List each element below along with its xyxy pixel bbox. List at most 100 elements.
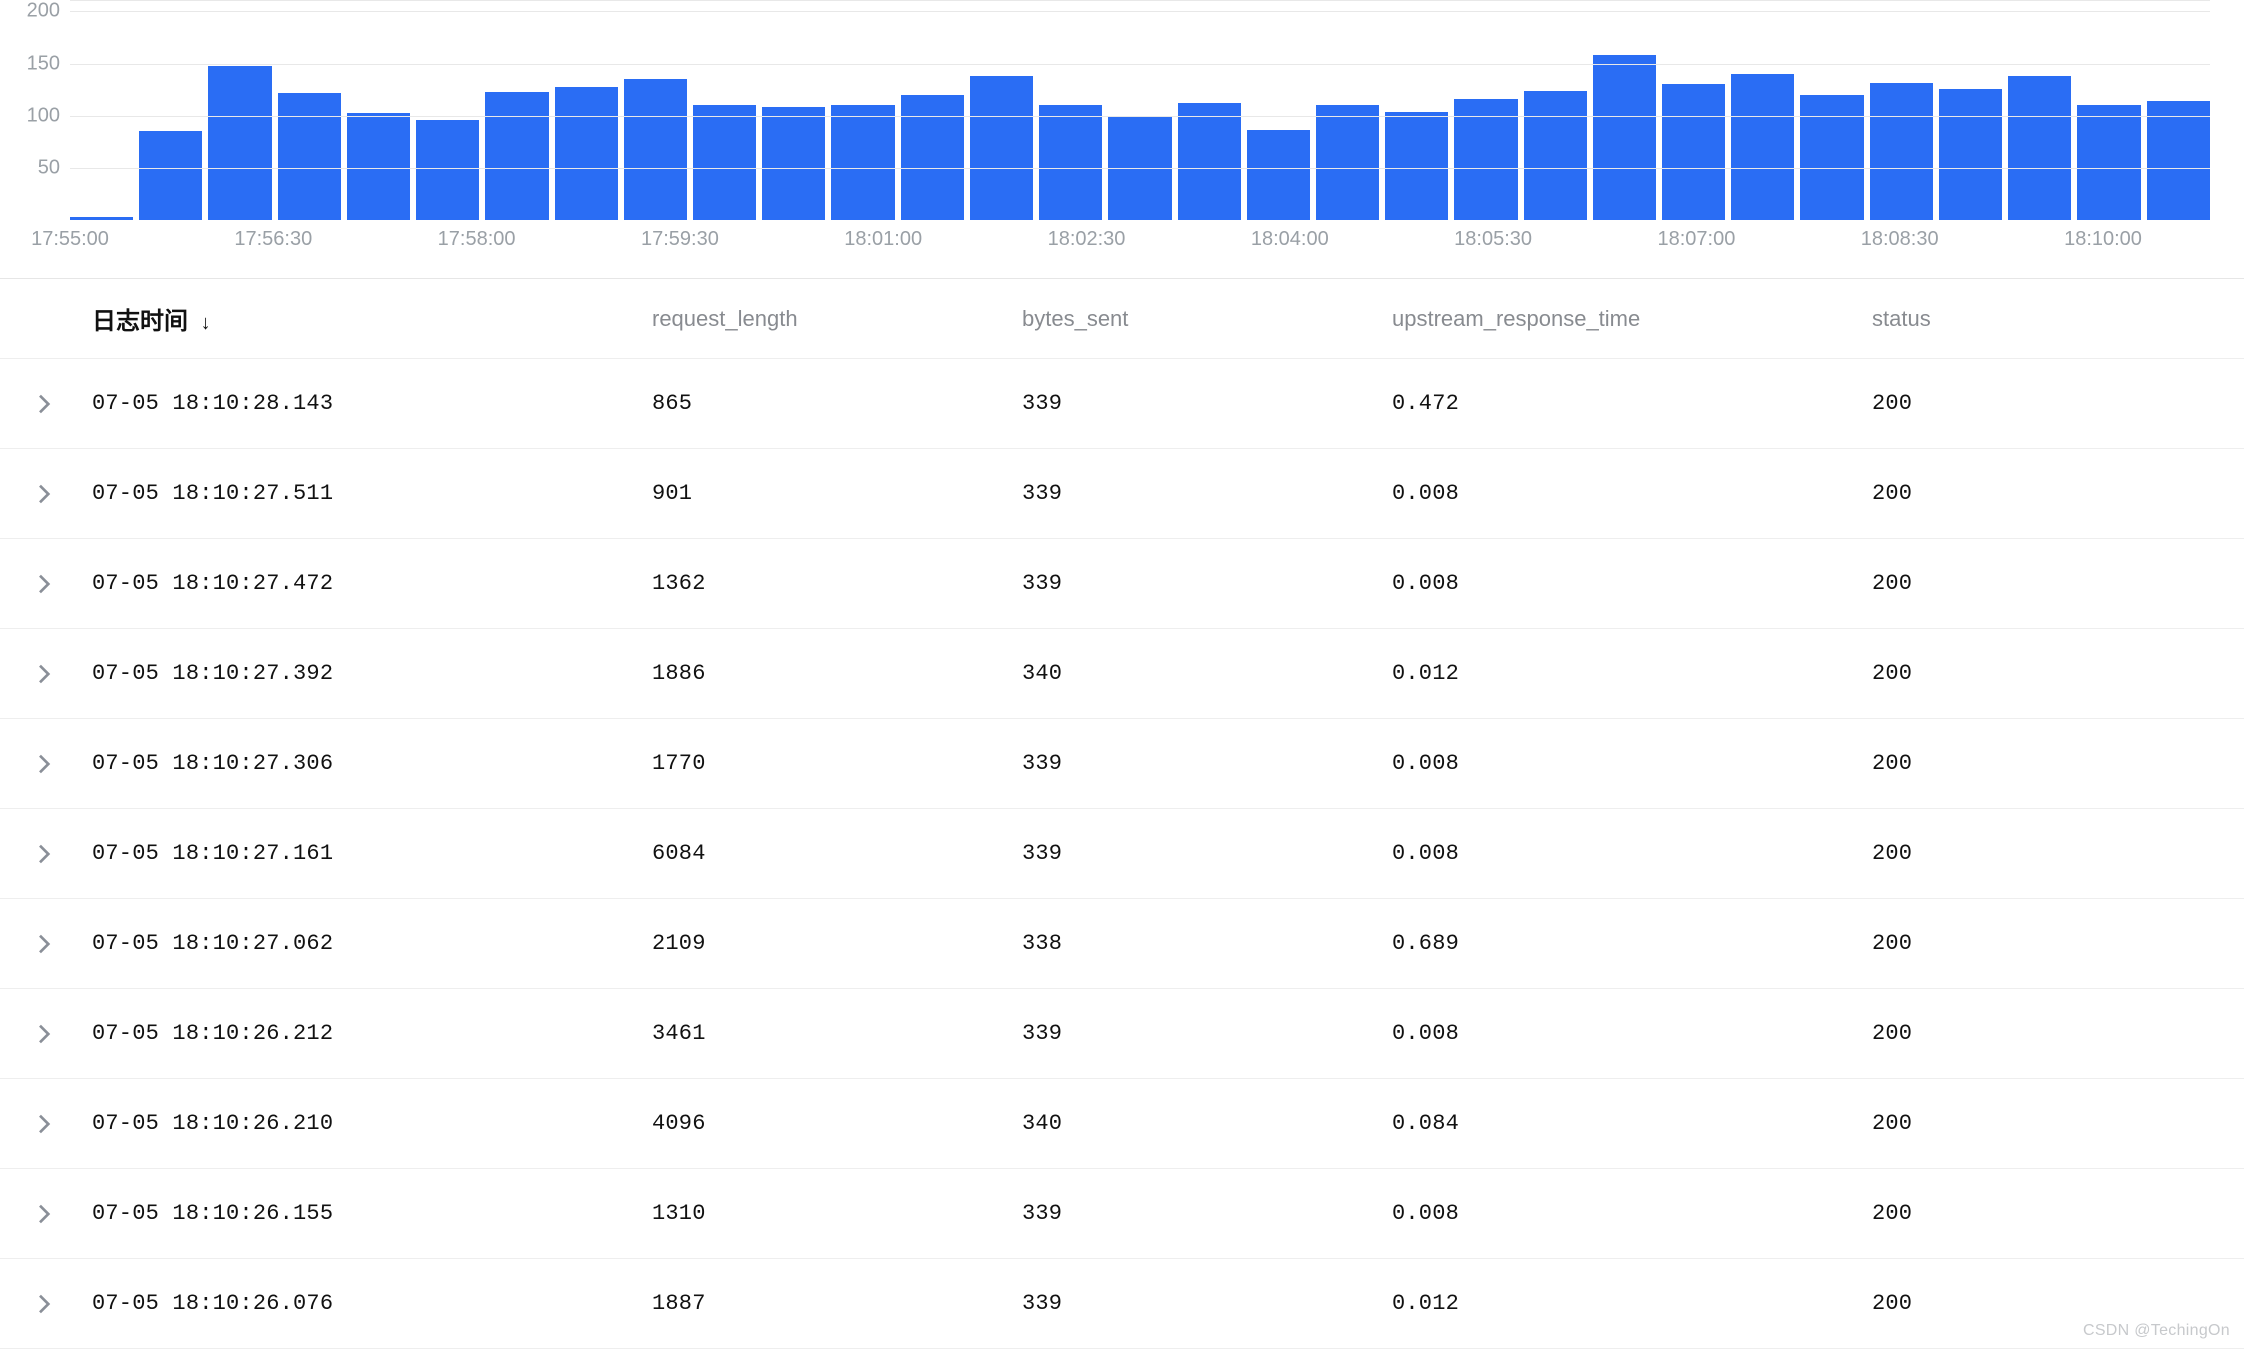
cell-bytes-sent: 339 [1010,391,1380,416]
chart-x-tick-label: 18:04:00 [1251,228,1329,251]
chart-bar[interactable] [1800,95,1863,220]
table-row[interactable]: 07-05 18:10:28.1438653390.472200 [0,359,2244,449]
chart-bars [70,1,2210,220]
chart-bar[interactable] [70,217,133,220]
cell-time: 07-05 18:10:27.306 [80,751,640,776]
chart-gridline [70,64,2210,65]
chart-bar[interactable] [1870,83,1933,220]
chart-gridline [70,116,2210,117]
column-header-time-label: 日志时间 [92,308,188,335]
expand-row-icon[interactable] [10,934,80,954]
table-row[interactable]: 07-05 18:10:27.5119013390.008200 [0,449,2244,539]
chart-bar[interactable] [1178,103,1241,220]
table-row[interactable]: 07-05 18:10:27.39218863400.012200 [0,629,2244,719]
expand-row-icon[interactable] [10,1024,80,1044]
chart-bar[interactable] [139,131,202,220]
chart-bar[interactable] [970,76,1033,220]
expand-row-icon[interactable] [10,1114,80,1134]
cell-upstream-response-time: 0.008 [1380,1021,1860,1046]
chart-gridline [70,11,2210,12]
table-row[interactable]: 07-05 18:10:27.30617703390.008200 [0,719,2244,809]
chart-bar[interactable] [1662,84,1725,220]
chart-bar[interactable] [1524,91,1587,220]
chart-bar[interactable] [901,95,964,220]
chart-bar[interactable] [485,92,548,220]
expand-row-icon[interactable] [10,484,80,504]
cell-bytes-sent: 339 [1010,841,1380,866]
chart-bar[interactable] [347,113,410,220]
column-header-time[interactable]: 日志时间 ↓ [80,301,640,336]
chart-bar[interactable] [555,87,618,220]
chart-bar[interactable] [1247,130,1310,220]
cell-status: 200 [1860,1021,2234,1046]
chart-bar[interactable] [1316,105,1379,220]
cell-upstream-response-time: 0.012 [1380,661,1860,686]
chart-bar[interactable] [1039,105,1102,220]
chart-bar[interactable] [1593,55,1656,220]
chart-bar[interactable] [208,66,271,220]
expand-row-icon[interactable] [10,1294,80,1314]
expand-row-icon[interactable] [10,574,80,594]
cell-upstream-response-time: 0.008 [1380,1201,1860,1226]
chart-y-tick-label: 50 [12,156,60,179]
column-header-bytes-sent[interactable]: bytes_sent [1010,306,1380,332]
table-row[interactable]: 07-05 18:10:27.47213623390.008200 [0,539,2244,629]
cell-status: 200 [1860,481,2234,506]
cell-time: 07-05 18:10:28.143 [80,391,640,416]
expand-row-icon[interactable] [10,844,80,864]
column-header-status[interactable]: status [1860,306,2234,332]
cell-time: 07-05 18:10:26.212 [80,1021,640,1046]
cell-request-length: 6084 [640,841,1010,866]
chart-bar[interactable] [693,105,756,220]
chart-bar[interactable] [416,120,479,220]
chart-bar[interactable] [1731,74,1794,220]
cell-status: 200 [1860,391,2234,416]
chart-bar[interactable] [831,105,894,220]
chart-x-tick-label: 17:56:30 [234,228,312,251]
cell-request-length: 1770 [640,751,1010,776]
table-row[interactable]: 07-05 18:10:26.21234613390.008200 [0,989,2244,1079]
cell-upstream-response-time: 0.012 [1380,1291,1860,1316]
chart-bar[interactable] [1939,89,2002,220]
cell-status: 200 [1860,1291,2234,1316]
expand-row-icon[interactable] [10,394,80,414]
chart-x-tick-label: 18:10:00 [2064,228,2142,251]
table-row[interactable]: 07-05 18:10:27.06221093380.689200 [0,899,2244,989]
cell-time: 07-05 18:10:27.161 [80,841,640,866]
table-row[interactable]: 07-05 18:10:27.16160843390.008200 [0,809,2244,899]
histogram-chart: 50100150200 17:55:0017:56:3017:58:0017:5… [0,0,2244,270]
chart-bar[interactable] [2008,76,2071,220]
chart-bar[interactable] [1454,99,1517,220]
cell-upstream-response-time: 0.008 [1380,481,1860,506]
cell-request-length: 2109 [640,931,1010,956]
expand-row-icon[interactable] [10,754,80,774]
chart-bar[interactable] [762,107,825,220]
chart-x-tick-label: 18:07:00 [1657,228,1735,251]
expand-row-icon[interactable] [10,1204,80,1224]
chart-x-tick-label: 18:01:00 [844,228,922,251]
table-row[interactable]: 07-05 18:10:26.15513103390.008200 [0,1169,2244,1259]
cell-bytes-sent: 340 [1010,661,1380,686]
chart-bar[interactable] [2077,105,2140,220]
expand-row-icon[interactable] [10,664,80,684]
column-header-request-length[interactable]: request_length [640,306,1010,332]
chart-bar[interactable] [624,79,687,220]
cell-time: 07-05 18:10:26.155 [80,1201,640,1226]
table-row[interactable]: 07-05 18:10:26.21040963400.084200 [0,1079,2244,1169]
chart-x-tick-label: 17:58:00 [438,228,516,251]
column-header-upstream-response-time[interactable]: upstream_response_time [1380,306,1860,332]
cell-bytes-sent: 339 [1010,1021,1380,1046]
cell-status: 200 [1860,571,2234,596]
cell-status: 200 [1860,751,2234,776]
chart-bar[interactable] [2147,101,2210,220]
cell-status: 200 [1860,661,2234,686]
chart-bar[interactable] [1385,112,1448,220]
cell-status: 200 [1860,931,2234,956]
chart-bar[interactable] [278,93,341,220]
table-row[interactable]: 07-05 18:10:26.07618873390.012200 [0,1259,2244,1349]
cell-request-length: 1362 [640,571,1010,596]
sort-desc-icon: ↓ [201,312,211,334]
cell-upstream-response-time: 0.008 [1380,841,1860,866]
table-body: 07-05 18:10:28.1438653390.47220007-05 18… [0,359,2244,1349]
cell-upstream-response-time: 0.008 [1380,571,1860,596]
